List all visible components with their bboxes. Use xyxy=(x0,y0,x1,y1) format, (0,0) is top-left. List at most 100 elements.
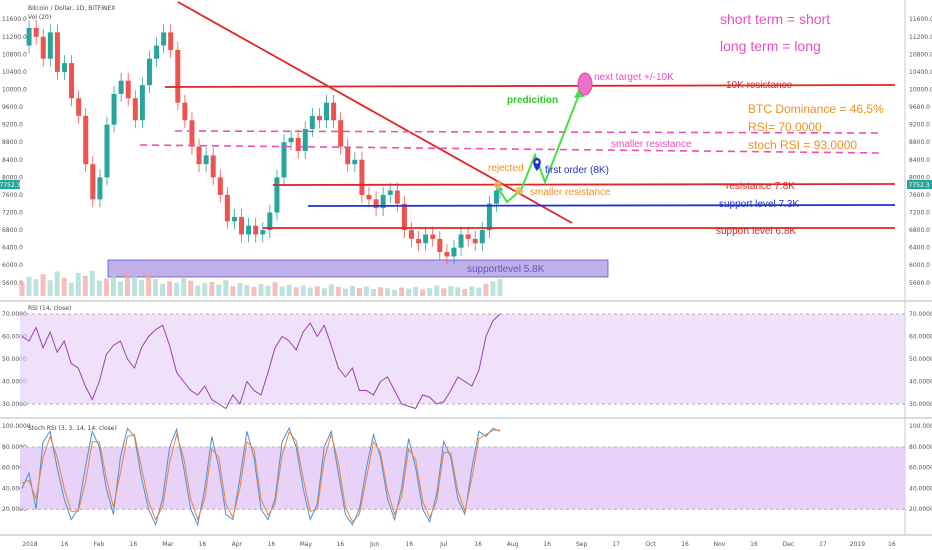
volume-bar xyxy=(181,278,187,296)
time-tick-label: 16 xyxy=(130,541,138,548)
prediction-path xyxy=(496,91,581,204)
resistance-78k-line xyxy=(272,183,896,186)
candle-body xyxy=(387,190,393,195)
time-tick-label: Dec xyxy=(783,541,795,548)
prediction-arrowhead xyxy=(574,86,585,98)
prediction-label: predicition xyxy=(507,95,558,106)
price-tick-label-left: 6000.0 xyxy=(2,262,23,269)
candle-body xyxy=(408,230,414,239)
rsi-tick-label-left: 50.0000 xyxy=(2,356,27,363)
long-term-note: long term = long xyxy=(720,38,821,54)
price-tick-label-left: 7600.0 xyxy=(2,192,23,199)
rsi-tick-label: 30.0000 xyxy=(909,401,932,408)
volume-bar xyxy=(33,279,39,296)
volume-bar xyxy=(265,285,271,296)
time-tick-label: 17 xyxy=(819,541,827,548)
candle-body xyxy=(401,203,407,231)
candle-body xyxy=(90,164,96,200)
candle-body xyxy=(493,190,499,204)
time-axis[interactable]: 2018 16 Feb 16 Mar 16 Apr 16 May 16 Jun 16 Jul 16 Aug 1… xyxy=(22,541,896,548)
time-tick-label: Sep xyxy=(576,541,588,548)
volume-bar xyxy=(406,288,412,296)
time-tick-label: 16 xyxy=(474,541,482,548)
rsi-tick-label-left: 30.0000 xyxy=(2,401,27,408)
volume-bar xyxy=(110,275,116,296)
time-tick-label: 16 xyxy=(888,541,896,548)
price-tick-label: 8800.0 xyxy=(909,139,930,146)
volume-bar xyxy=(497,279,503,296)
price-tick-label-left: 10400.0 xyxy=(2,69,27,76)
time-tick-label: May xyxy=(300,541,313,548)
volume-bars xyxy=(19,269,503,296)
volume-bar xyxy=(117,281,123,296)
volume-bar xyxy=(216,284,222,296)
last-price-value-left: 7752.3 xyxy=(0,182,21,189)
rsi-title: RSI (14, close) xyxy=(28,305,71,312)
volume-bar xyxy=(469,286,475,296)
candle-body xyxy=(246,225,252,235)
volume-bar xyxy=(223,280,229,296)
volume-bar xyxy=(413,286,419,296)
rsi-line xyxy=(21,313,501,410)
price-tick-label-left: 11600.0 xyxy=(2,16,27,23)
rsi-tick-label: 70.0000 xyxy=(909,311,932,318)
last-price-tag xyxy=(907,180,932,189)
price-tick-label: 11200.0 xyxy=(909,34,932,41)
price-tick-label: 10800.0 xyxy=(909,51,932,58)
candle-body xyxy=(465,234,471,239)
candle-body xyxy=(472,238,478,244)
price-tick-label-left: 11200.0 xyxy=(2,34,27,41)
stoch-tick-label: 80.0000 xyxy=(909,444,932,451)
volume-bar xyxy=(146,273,152,296)
rsi-tick-label: 50.0000 xyxy=(909,356,932,363)
candle-body xyxy=(430,234,436,239)
candle-body xyxy=(76,98,82,116)
candle-body xyxy=(54,32,60,72)
volume-bar xyxy=(286,284,292,296)
time-tick-label: 16 xyxy=(681,541,689,548)
stoch-tick-label-left: 20.0000 xyxy=(2,506,27,513)
volume-bar xyxy=(167,281,173,296)
price-tick-label-left: 8800.0 xyxy=(2,139,23,146)
resistance-10k-line xyxy=(164,84,896,88)
first-order-label: first order (8K) xyxy=(545,165,609,176)
price-tick-label: 9600.0 xyxy=(909,104,930,111)
candle-body xyxy=(40,36,46,59)
candle-body xyxy=(267,212,273,231)
volume-bar xyxy=(244,285,250,296)
rsi-tick-label: 60.0000 xyxy=(909,334,932,341)
volume-bar xyxy=(370,289,376,296)
time-tick-label: Oct xyxy=(645,541,656,548)
support-zone-58k xyxy=(107,259,609,278)
last-price-value: 7752.3 xyxy=(909,182,930,189)
candle-body xyxy=(394,190,400,204)
downtrend-line xyxy=(177,1,573,224)
candle-body xyxy=(274,177,280,213)
support-73k-label: support level 7.3K xyxy=(719,199,799,210)
volume-bar xyxy=(321,288,327,296)
smaller-resistance-label: smaller resistance xyxy=(611,139,692,150)
volume-bar xyxy=(356,287,362,296)
candle-body xyxy=(380,194,386,209)
candle-body xyxy=(104,124,110,178)
price-tick-label: 10000.0 xyxy=(909,86,932,93)
stoch-axis: 20.0000 20.0000 40.0000 40.0000 60.0000 60.00… xyxy=(2,423,932,513)
volume-bar xyxy=(307,287,313,296)
price-axis[interactable]: 5600.0 5600.0 6000.0 6000.0 6400.0 6400.0 6800… xyxy=(2,16,932,287)
candle-body xyxy=(203,155,209,165)
price-tick-label: 9200.0 xyxy=(909,122,930,129)
rsi-band xyxy=(20,314,905,404)
candle-body xyxy=(231,216,237,222)
stoch-tick-label-left: 60.0000 xyxy=(2,465,27,472)
smaller-resistance-marker xyxy=(515,187,523,195)
volume-bar xyxy=(328,284,334,296)
price-tick-label-left: 6800.0 xyxy=(2,227,23,234)
btc-dominance-note: BTC Dominance = 46,5% xyxy=(748,102,884,116)
volume-bar xyxy=(96,280,102,296)
candle-body xyxy=(69,63,75,99)
candle-body xyxy=(331,102,337,121)
volume-bar xyxy=(342,288,348,296)
volume-bar xyxy=(40,274,46,296)
candle-body xyxy=(281,142,287,178)
